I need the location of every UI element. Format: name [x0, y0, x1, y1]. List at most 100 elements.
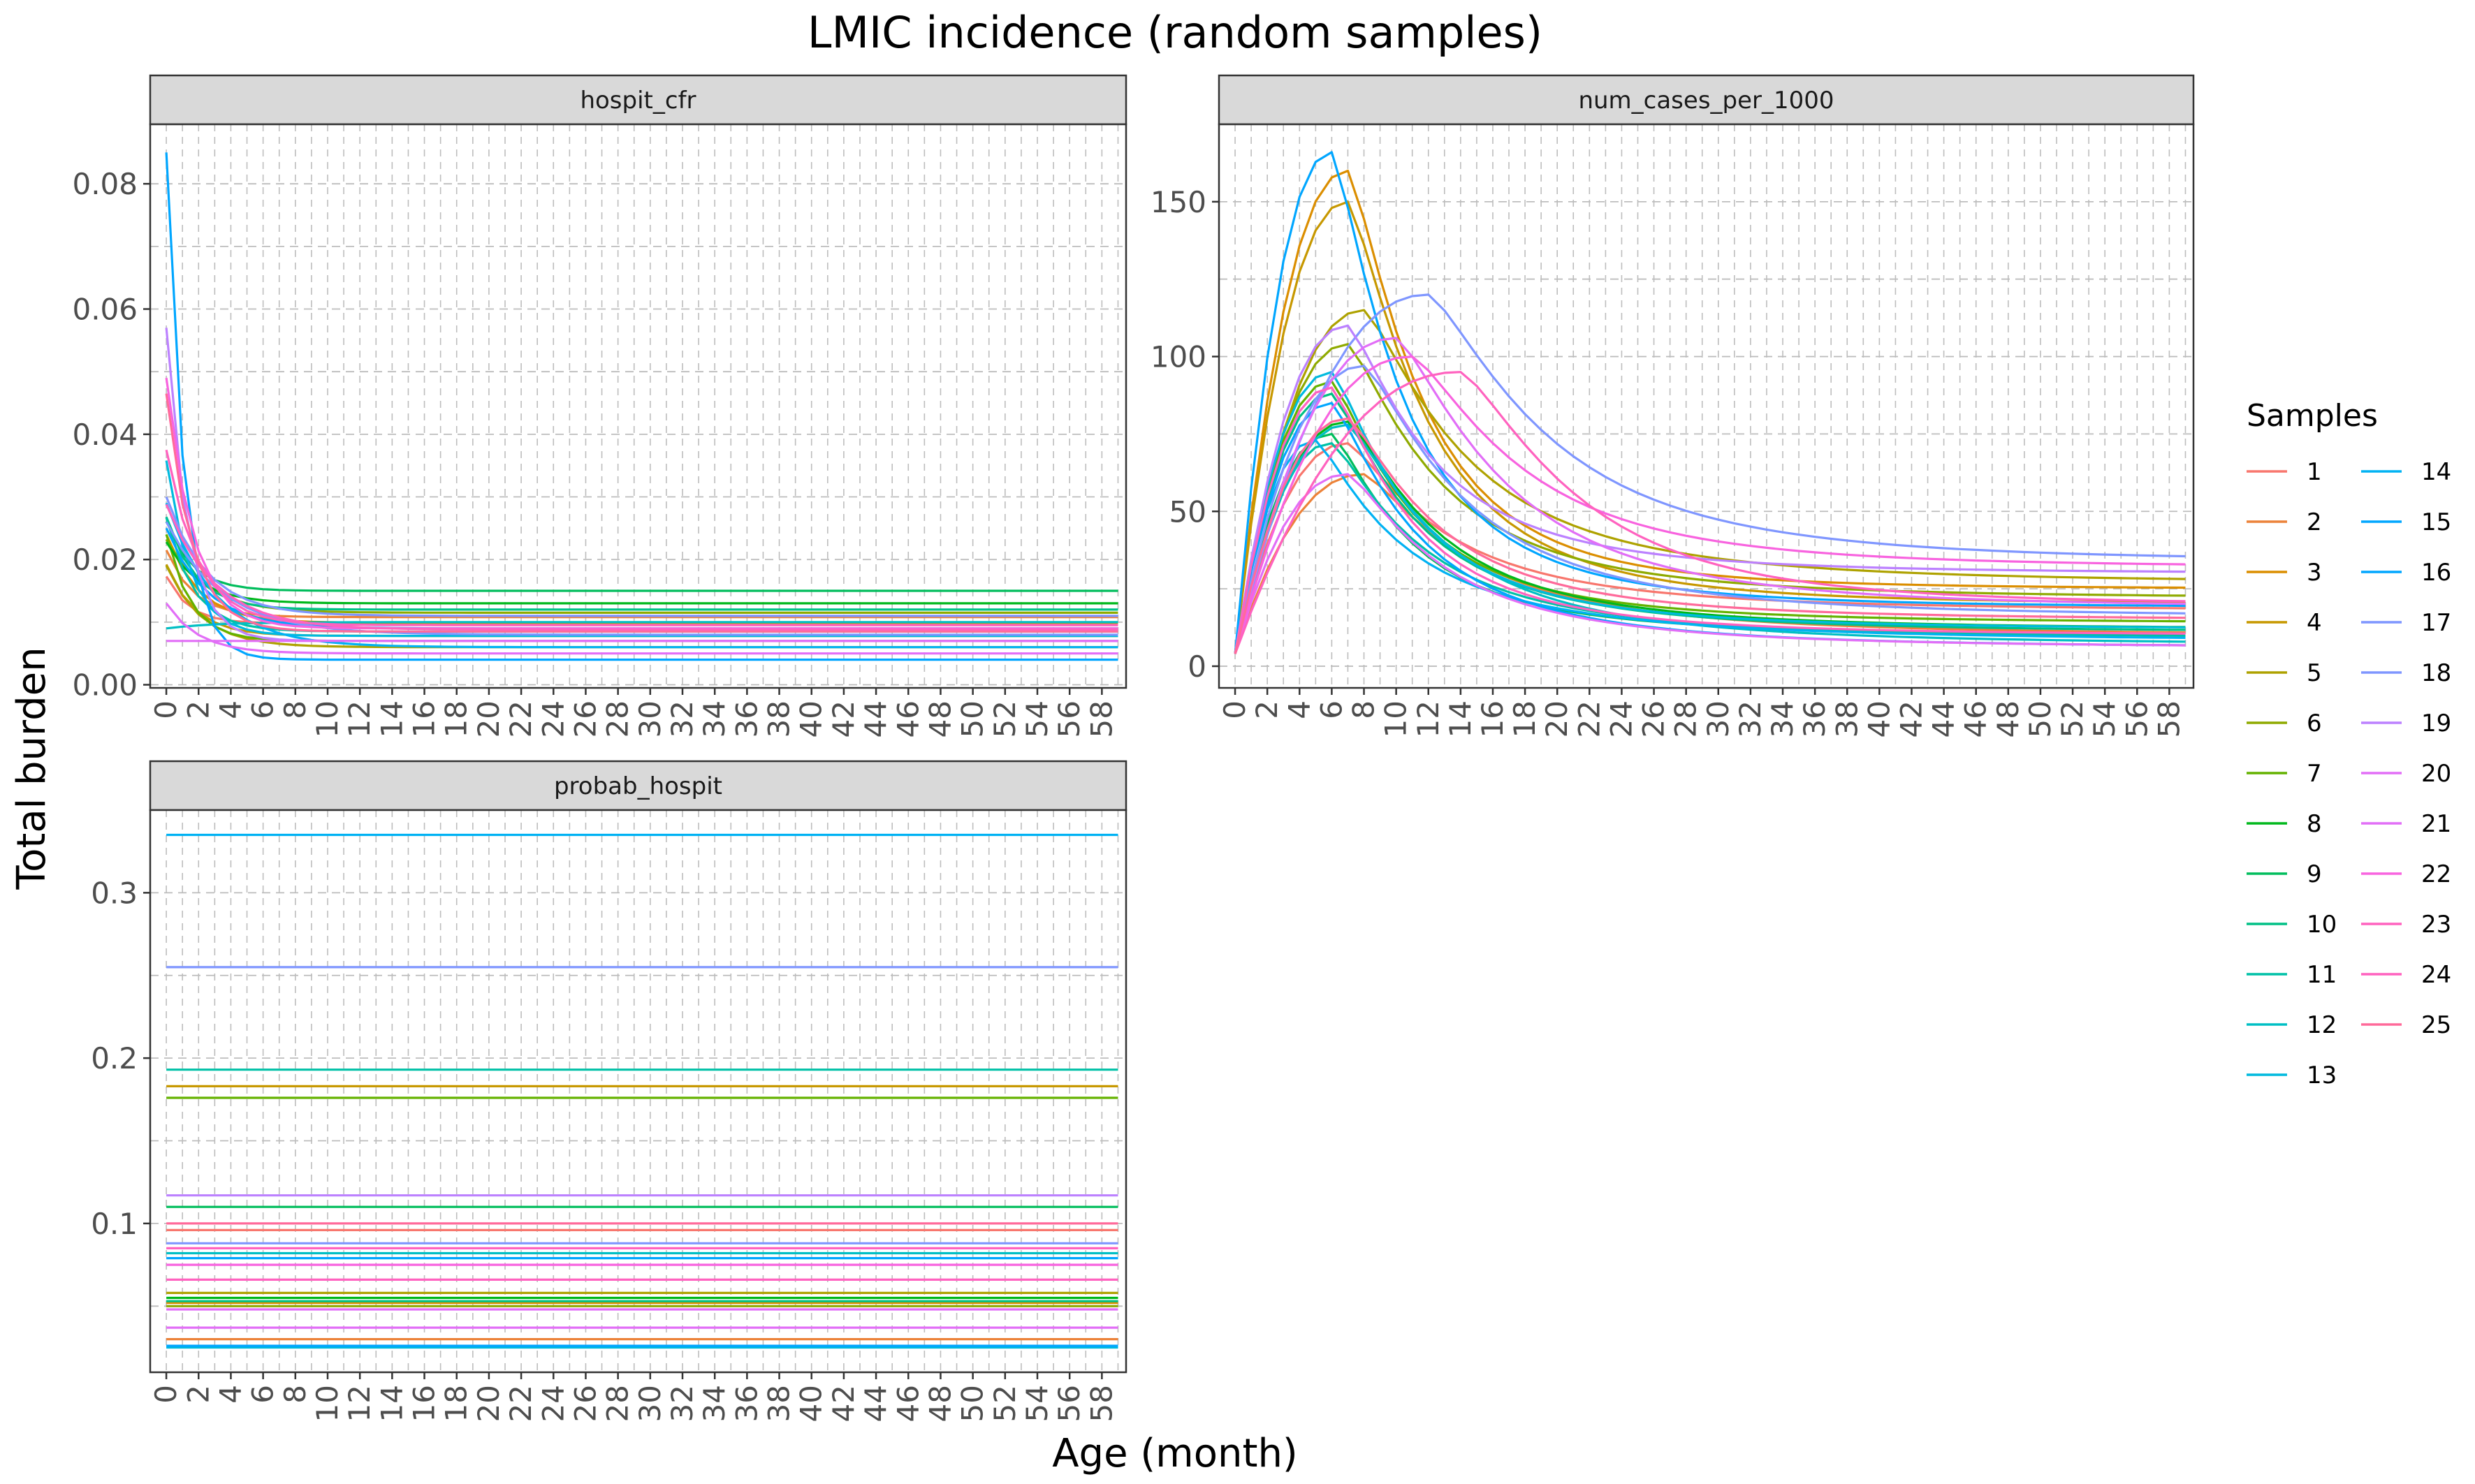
- series-line-9: [165, 520, 1118, 592]
- series-lines: [165, 152, 1118, 661]
- series-line-20: [165, 602, 1118, 655]
- panel-border: [149, 123, 1127, 689]
- x-tick-label: 12: [1411, 700, 1445, 737]
- chart-title: LMIC incidence (random samples): [808, 7, 1542, 58]
- x-tick-label: 28: [601, 1385, 635, 1422]
- x-axis: 0246810121416182022242628303234363840424…: [1218, 688, 2186, 737]
- x-tick-label: 46: [891, 1385, 925, 1422]
- x-tick-label: 26: [568, 700, 602, 737]
- legend-label: 12: [2307, 1011, 2337, 1039]
- series-line-22: [1234, 355, 2186, 654]
- x-tick-label: 54: [1020, 700, 1054, 737]
- x-tick-label: 14: [374, 700, 409, 737]
- series-line-25: [165, 393, 1118, 633]
- legend-label: 18: [2421, 659, 2451, 687]
- x-tick-label: 42: [826, 1385, 861, 1422]
- legend-item-1: 1: [2247, 458, 2322, 486]
- legend-label: 3: [2307, 559, 2322, 587]
- x-tick-label: 26: [1637, 700, 1671, 737]
- x-tick-label: 52: [2055, 700, 2089, 737]
- x-tick-label: 18: [439, 1385, 474, 1422]
- x-tick-label: 52: [988, 700, 1022, 737]
- x-tick-label: 12: [342, 700, 377, 737]
- x-tick-label: 50: [2023, 700, 2057, 737]
- y-tick-label: 0.1: [91, 1207, 138, 1241]
- legend-title: Samples: [2247, 398, 2378, 434]
- legend-item-12: 12: [2247, 1011, 2337, 1039]
- x-tick-label: 56: [2119, 700, 2154, 737]
- series-line-20: [1234, 473, 2186, 654]
- x-tick-label: 0: [149, 1385, 183, 1404]
- series-line-13: [1234, 371, 2186, 654]
- y-tick-label: 0.00: [72, 668, 138, 703]
- legend-item-17: 17: [2361, 609, 2451, 637]
- x-tick-label: 46: [1959, 700, 1993, 737]
- series-line-25: [1234, 417, 2186, 654]
- series-line-23: [1234, 371, 2186, 654]
- x-tick-label: 32: [665, 700, 699, 737]
- x-tick-label: 44: [859, 1385, 893, 1422]
- series-line-12: [166, 621, 1118, 630]
- plot-background: [150, 810, 1126, 1372]
- x-tick-label: 2: [181, 1385, 215, 1404]
- x-tick-label: 6: [246, 1385, 280, 1404]
- facet-strip-label: hospit_cfr: [580, 87, 696, 115]
- x-tick-label: 18: [439, 700, 474, 737]
- legend: Samples 12345678910111213141516171819202…: [2247, 398, 2451, 1089]
- legend-item-4: 4: [2247, 609, 2322, 637]
- x-tick-label: 26: [568, 1385, 602, 1422]
- x-tick-label: 24: [1604, 700, 1638, 737]
- legend-label: 2: [2307, 508, 2322, 536]
- facet-panels: hospit_cfr0.000.020.040.060.080246810121…: [72, 74, 2195, 1422]
- legend-label: 22: [2421, 860, 2451, 888]
- legend-label: 24: [2421, 961, 2451, 989]
- x-tick-label: 4: [213, 700, 247, 719]
- series-lines: [166, 833, 1118, 1349]
- y-tick-label: 50: [1169, 494, 1206, 529]
- x-tick-label: 16: [407, 1385, 441, 1422]
- legend-item-25: 25: [2361, 1011, 2451, 1039]
- x-tick-label: 28: [1669, 700, 1703, 737]
- y-axis: 0.00 0.02 0.04 0.06 0.08: [72, 167, 150, 703]
- legend-label: 20: [2421, 760, 2451, 788]
- x-axis-title: Age (month): [1052, 1431, 1298, 1476]
- legend-item-13: 13: [2247, 1061, 2337, 1089]
- legend-label: 15: [2421, 508, 2451, 536]
- x-tick-label: 6: [246, 700, 280, 719]
- legend-label: 10: [2307, 911, 2337, 939]
- legend-item-20: 20: [2361, 760, 2451, 788]
- series-line-6: [1234, 343, 2186, 654]
- x-tick-label: 0: [1218, 700, 1252, 719]
- legend-item-22: 22: [2361, 860, 2451, 888]
- legend-label: 14: [2421, 458, 2451, 486]
- series-line-2: [165, 549, 1118, 619]
- legend-label: 23: [2421, 911, 2451, 939]
- legend-label: 5: [2307, 659, 2322, 687]
- legend-item-6: 6: [2247, 710, 2322, 737]
- facet-strip: [149, 760, 1127, 811]
- facet-strip: [1218, 74, 2195, 126]
- series-line-14: [1234, 439, 2186, 654]
- x-axis: 0246810121416182022242628303234363840424…: [149, 688, 1118, 737]
- x-tick-label: 0: [149, 700, 183, 719]
- y-tick-label: 0.06: [72, 293, 138, 327]
- x-tick-label: 30: [1701, 700, 1735, 737]
- series-line-15: [165, 152, 1118, 661]
- x-tick-label: 36: [1797, 700, 1832, 737]
- x-tick-label: 8: [278, 700, 312, 719]
- x-tick-label: 50: [956, 1385, 990, 1422]
- x-tick-label: 46: [891, 700, 925, 737]
- x-tick-label: 40: [794, 700, 828, 737]
- legend-label: 25: [2421, 1011, 2451, 1039]
- x-tick-label: 32: [665, 1385, 699, 1422]
- x-tick-label: 56: [1052, 1385, 1086, 1422]
- y-tick-label: 0.08: [72, 167, 138, 201]
- x-tick-label: 20: [472, 1385, 506, 1422]
- x-tick-label: 10: [1379, 700, 1413, 737]
- x-tick-label: 38: [762, 700, 796, 737]
- legend-label: 8: [2307, 810, 2322, 838]
- x-tick-label: 38: [1830, 700, 1864, 737]
- y-tick-label: 150: [1151, 185, 1206, 219]
- x-tick-label: 34: [697, 1385, 731, 1422]
- legend-item-16: 16: [2361, 559, 2451, 587]
